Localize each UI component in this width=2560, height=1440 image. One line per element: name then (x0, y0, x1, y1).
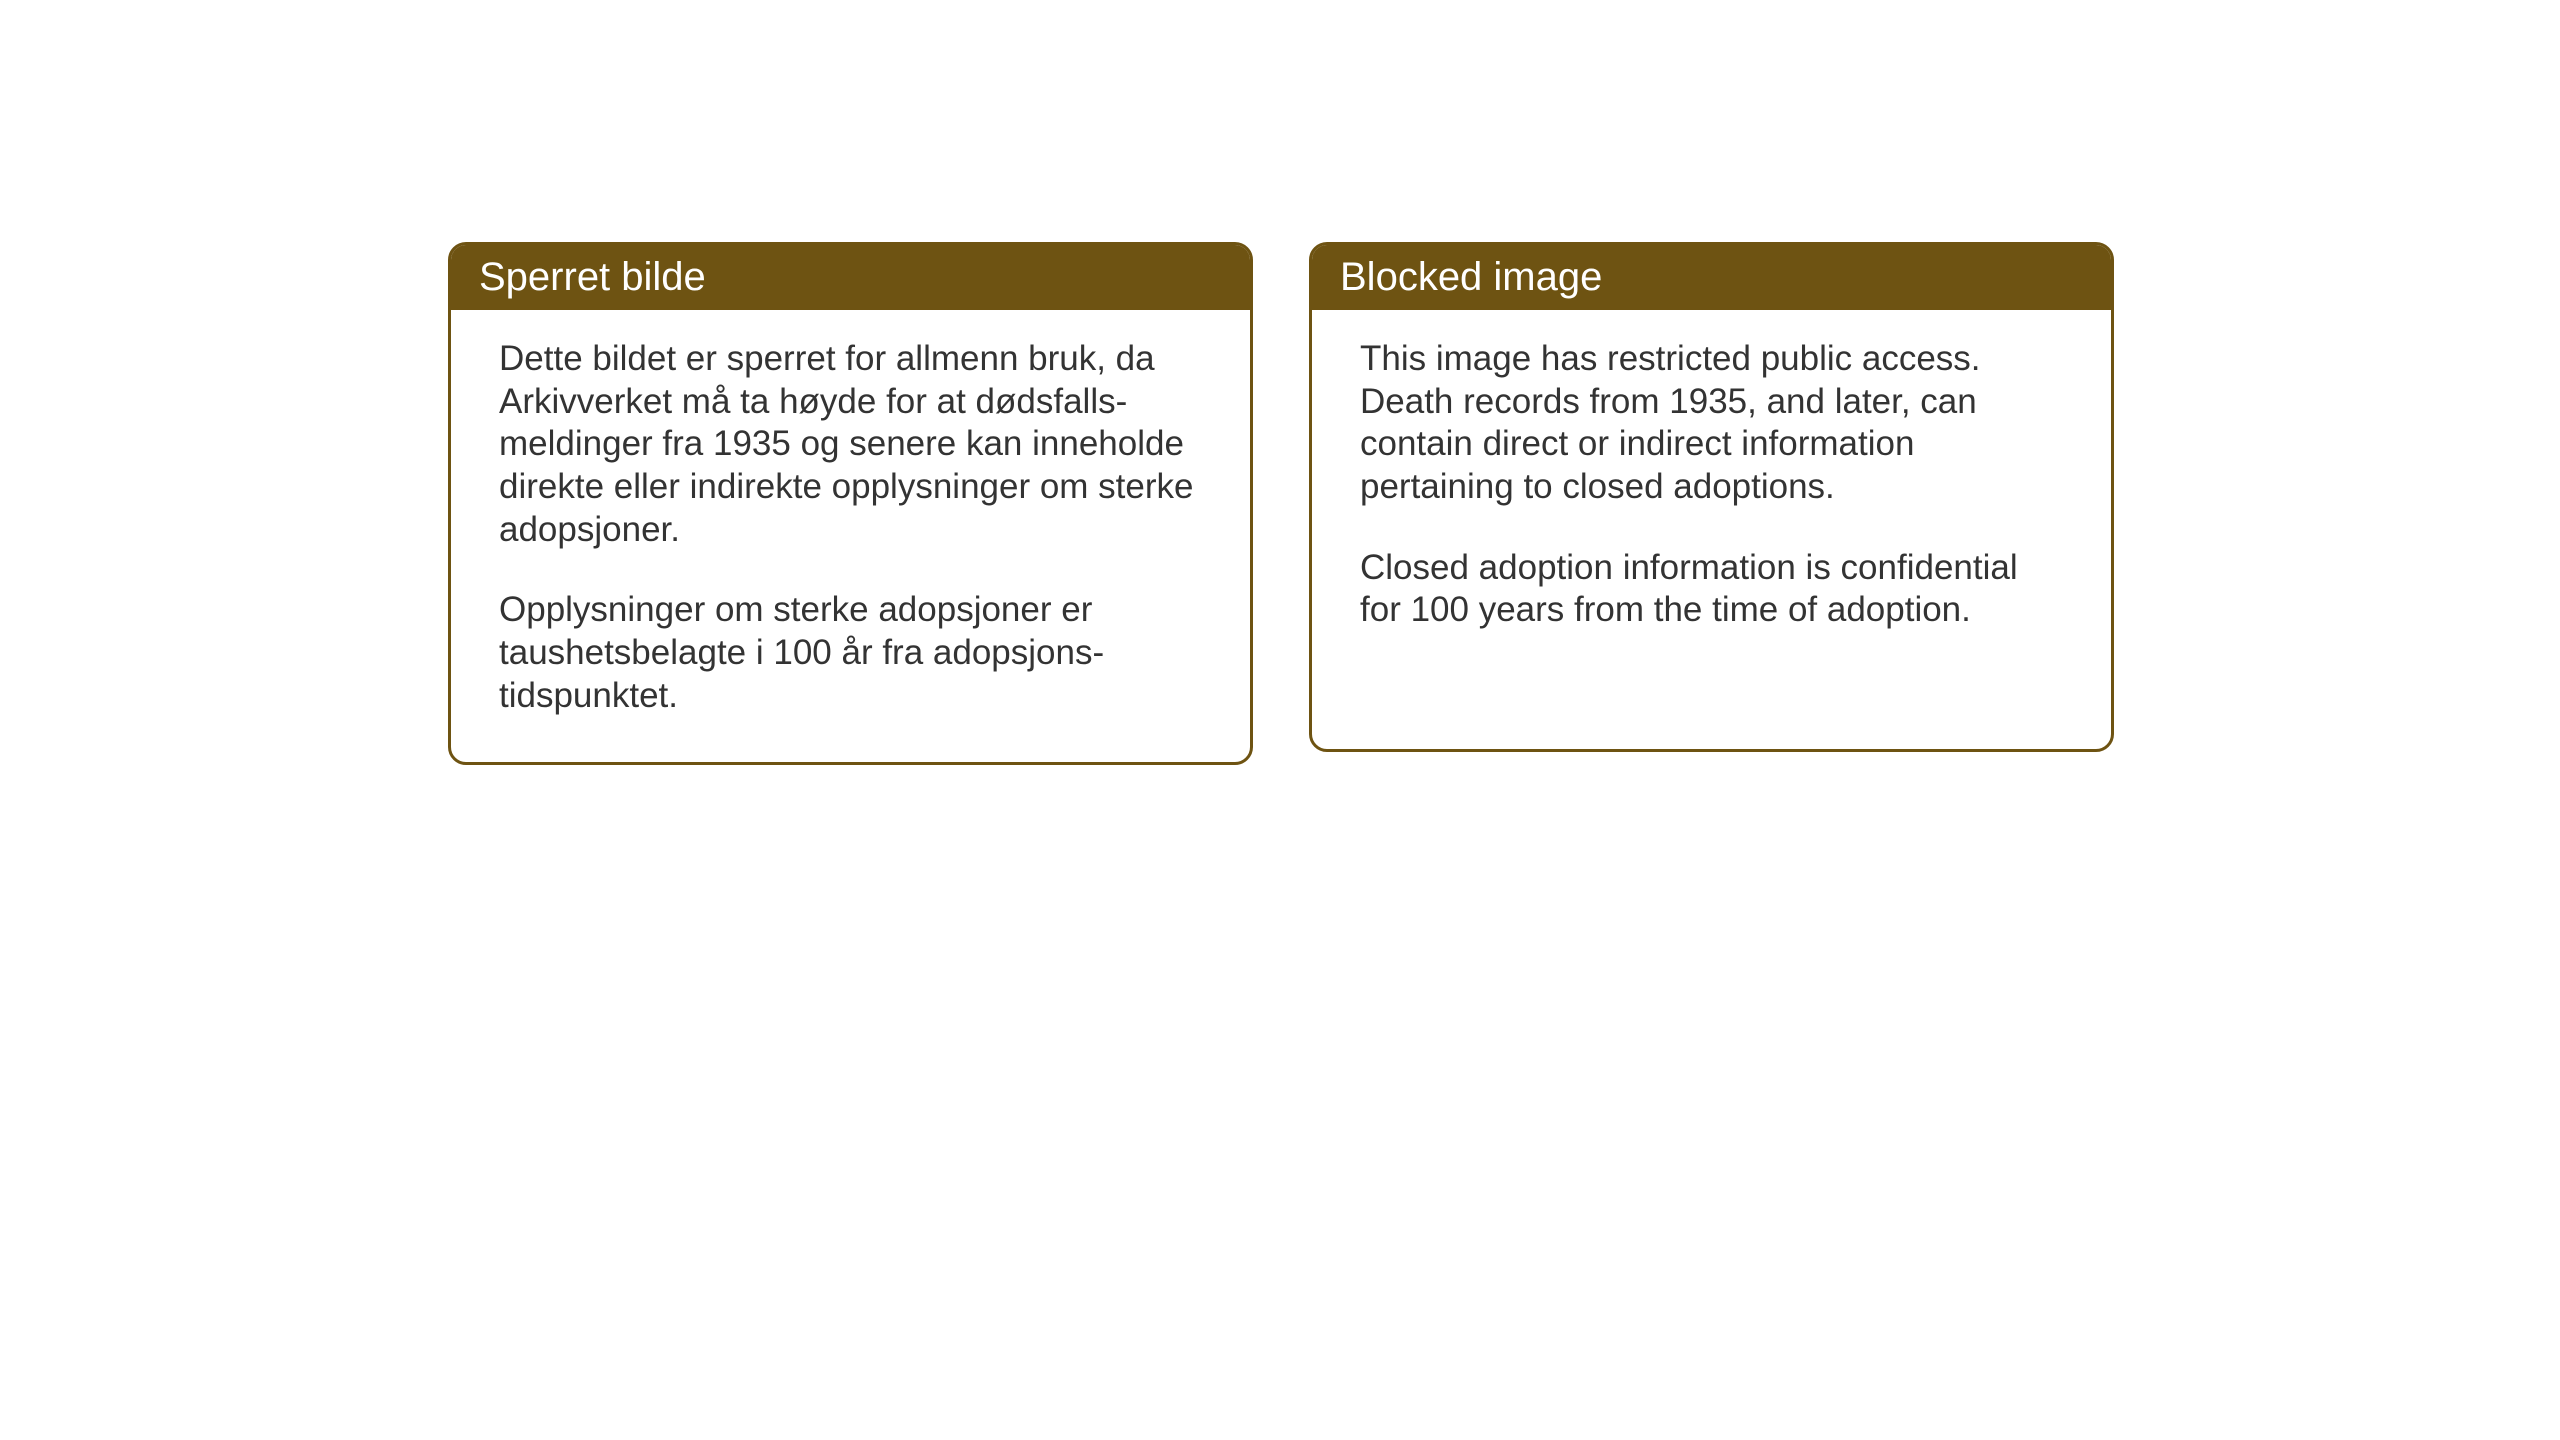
norwegian-card: Sperret bilde Dette bildet er sperret fo… (448, 242, 1253, 765)
english-card: Blocked image This image has restricted … (1309, 242, 2114, 752)
norwegian-paragraph-1: Dette bildet er sperret for allmenn bruk… (499, 338, 1202, 551)
cards-container: Sperret bilde Dette bildet er sperret fo… (448, 242, 2114, 765)
norwegian-paragraph-2: Opplysninger om sterke adopsjoner er tau… (499, 589, 1202, 717)
norwegian-card-title: Sperret bilde (451, 245, 1250, 310)
english-paragraph-1: This image has restricted public access.… (1360, 338, 2063, 509)
english-card-title: Blocked image (1312, 245, 2111, 310)
english-paragraph-2: Closed adoption information is confident… (1360, 547, 2063, 632)
english-card-body: This image has restricted public access.… (1312, 310, 2111, 676)
norwegian-card-body: Dette bildet er sperret for allmenn bruk… (451, 310, 1250, 762)
